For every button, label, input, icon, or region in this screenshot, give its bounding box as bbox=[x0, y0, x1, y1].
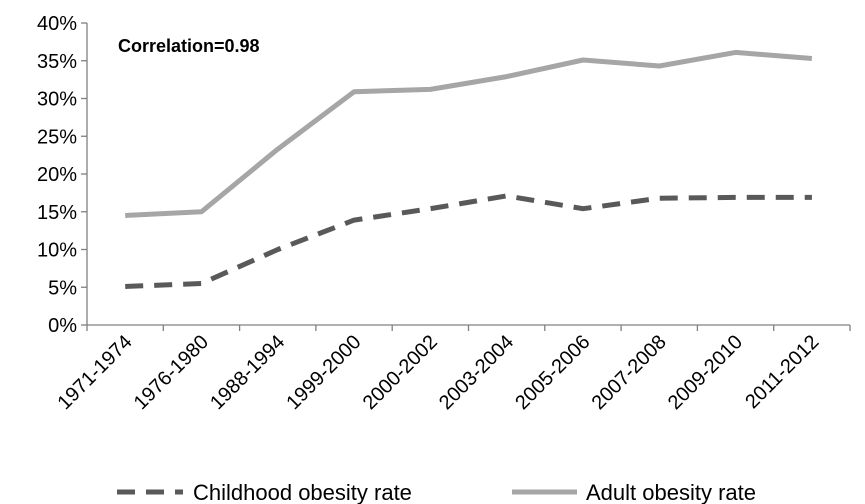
series-line-childhood bbox=[125, 193, 812, 289]
y-tick-label: 10% bbox=[37, 240, 77, 262]
series-line-adult bbox=[125, 49, 813, 218]
y-tick-label: 25% bbox=[37, 126, 77, 148]
x-tick-label: 1999-2000 bbox=[282, 331, 365, 414]
correlation-annotation: Correlation=0.98 bbox=[118, 36, 260, 56]
legend-label-adult: Adult obesity rate bbox=[586, 480, 756, 504]
x-tick-label: 2011-2012 bbox=[741, 331, 823, 413]
x-tick-label: 1971-1974 bbox=[53, 331, 136, 414]
x-tick-label: 2005-2006 bbox=[511, 331, 594, 414]
y-axis-ticks: 0% 5% 10% 15% 20% 25% 30% 35% 40% bbox=[37, 13, 87, 337]
legend-label-childhood: Childhood obesity rate bbox=[193, 480, 412, 504]
y-tick-label: 20% bbox=[37, 164, 77, 186]
x-tick-label: 2003-2004 bbox=[435, 331, 518, 414]
legend-item-adult: Adult obesity rate bbox=[512, 480, 756, 504]
x-tick-label: 2000-2002 bbox=[359, 331, 442, 414]
y-tick-label: 35% bbox=[37, 51, 77, 73]
legend-item-childhood: Childhood obesity rate bbox=[117, 480, 412, 504]
y-tick-label: 30% bbox=[37, 89, 77, 111]
y-tick-label: 40% bbox=[37, 13, 77, 35]
series-lines bbox=[125, 49, 813, 289]
y-tick-label: 5% bbox=[48, 277, 77, 299]
x-tick-label: 2009-2010 bbox=[664, 331, 747, 414]
x-tick-label: 1976-1980 bbox=[130, 331, 213, 414]
axes bbox=[86, 23, 850, 326]
legend: Childhood obesity rate Adult obesity rat… bbox=[117, 480, 756, 504]
y-tick-label: 15% bbox=[37, 202, 77, 224]
y-tick-label: 0% bbox=[48, 315, 77, 337]
x-tick-label: 1988-1994 bbox=[206, 331, 289, 414]
x-tick-label: 2007-2008 bbox=[588, 331, 671, 414]
x-axis-ticks: 1971-19741976-19801988-19941999-20002000… bbox=[53, 325, 851, 414]
